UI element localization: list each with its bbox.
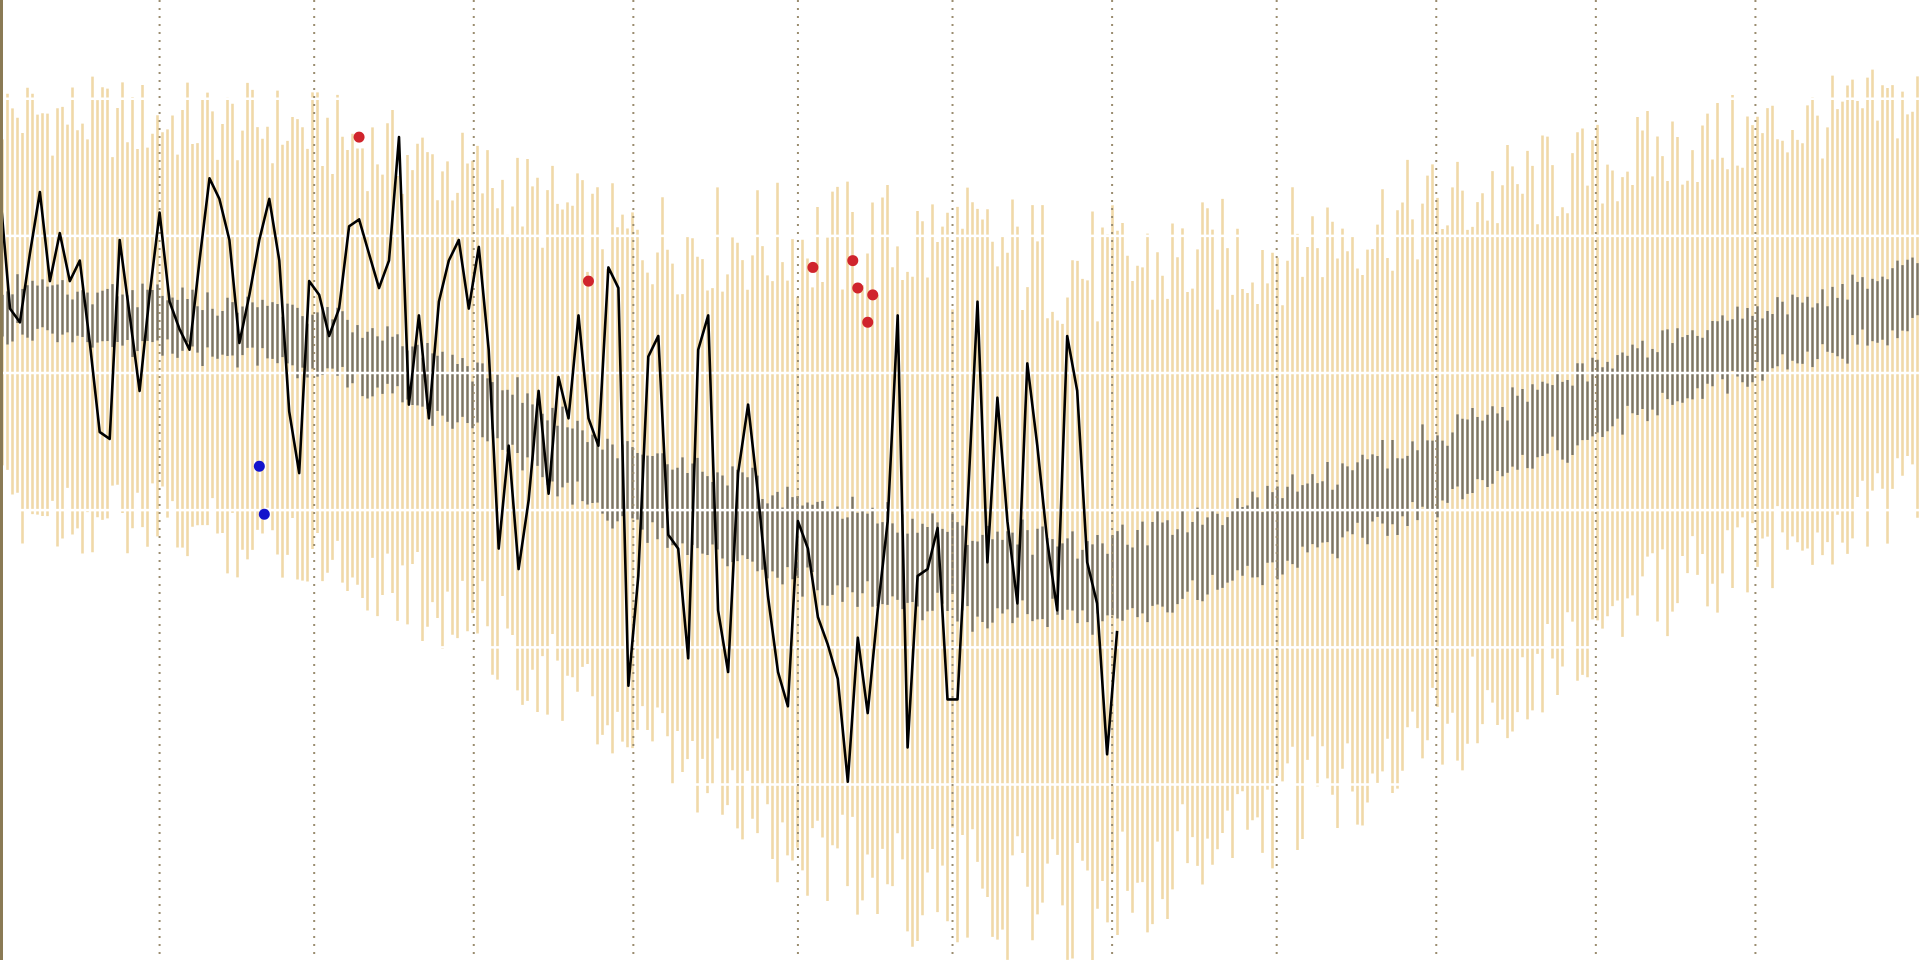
high-point (867, 289, 879, 301)
high-point (807, 261, 819, 273)
series-line-group (0, 135, 1119, 784)
high-point (582, 275, 594, 287)
low-point (253, 460, 265, 472)
high-point (862, 316, 874, 328)
vertical-markers (158, 0, 1757, 960)
highlight-points (253, 131, 879, 520)
low-point (258, 508, 270, 520)
horizontal-gridlines (0, 97, 1920, 786)
series-line (0, 135, 1119, 784)
high-point (353, 131, 365, 143)
high-point (852, 282, 864, 294)
high-point (847, 255, 859, 267)
